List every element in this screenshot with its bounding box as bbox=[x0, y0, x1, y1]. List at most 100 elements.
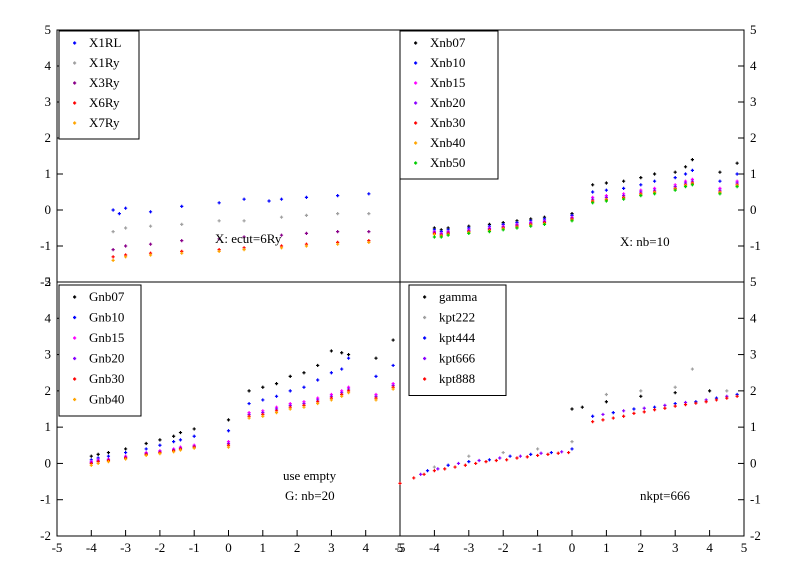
series-Gnb40 bbox=[89, 387, 395, 467]
legend-marker bbox=[414, 161, 418, 165]
series-Xnb50 bbox=[432, 183, 739, 239]
data-point bbox=[226, 445, 231, 449]
series-Xnb30 bbox=[432, 181, 739, 237]
data-point bbox=[367, 230, 371, 234]
y-tick-label: 1 bbox=[750, 419, 757, 434]
legend-label: Xnb15 bbox=[430, 75, 465, 90]
data-point bbox=[329, 371, 333, 375]
data-point bbox=[226, 418, 231, 422]
data-point bbox=[374, 374, 378, 378]
data-point bbox=[622, 409, 626, 413]
data-point bbox=[178, 430, 183, 435]
y-tick-label: 0 bbox=[45, 455, 52, 470]
x-tick-label: 0 bbox=[569, 540, 576, 555]
data-point bbox=[694, 401, 698, 405]
legend-box bbox=[58, 30, 140, 140]
data-point bbox=[158, 452, 162, 456]
series-Xnb20 bbox=[432, 179, 739, 236]
y-axis-ticks: -2 -1 0 1 2 3 4 5 bbox=[738, 274, 761, 543]
y-tick-label: 1 bbox=[45, 419, 52, 434]
legend-label: Xnb20 bbox=[430, 95, 465, 110]
legend-label: X1Ry bbox=[89, 55, 120, 70]
y-tick-label: 5 bbox=[750, 22, 757, 37]
data-point bbox=[673, 391, 677, 395]
legend-marker bbox=[423, 336, 427, 340]
data-point bbox=[591, 190, 595, 194]
data-point bbox=[432, 235, 436, 239]
data-point bbox=[178, 438, 183, 442]
data-point bbox=[117, 212, 121, 216]
data-point bbox=[111, 258, 115, 262]
data-point bbox=[632, 411, 636, 415]
data-point bbox=[124, 255, 128, 259]
data-point bbox=[106, 454, 111, 458]
data-point bbox=[148, 224, 153, 228]
y-tick-label: -2 bbox=[40, 528, 51, 543]
y-tick-label: 0 bbox=[45, 202, 52, 217]
data-point bbox=[336, 242, 340, 246]
data-point bbox=[718, 192, 722, 196]
x-tick-label: 4 bbox=[362, 540, 369, 555]
data-point bbox=[642, 406, 646, 410]
x-tick-label: 5 bbox=[741, 540, 748, 555]
y-axis-ticks: -1 0 1 2 3 4 5 bbox=[738, 22, 761, 253]
data-point bbox=[261, 398, 265, 402]
legend-marker bbox=[423, 356, 427, 361]
data-point bbox=[96, 452, 100, 456]
data-point bbox=[217, 249, 221, 253]
data-point bbox=[456, 461, 461, 466]
x-tick-label: -5 bbox=[395, 540, 406, 555]
legend: X1RL X1Ry X3Ry X6Ry X7Ry bbox=[58, 30, 140, 140]
legend-marker bbox=[73, 336, 77, 340]
data-point bbox=[591, 414, 595, 418]
legend: gamma kpt222 kpt444 kpt666 kpt888 bbox=[408, 284, 507, 396]
data-point bbox=[316, 378, 320, 382]
x-tick-label: -2 bbox=[498, 540, 509, 555]
legend-label: Gnb20 bbox=[89, 351, 124, 366]
data-point bbox=[422, 472, 426, 476]
data-point bbox=[529, 452, 533, 456]
data-point bbox=[274, 411, 279, 415]
y-tick-label: 3 bbox=[45, 347, 52, 362]
legend-label: kpt666 bbox=[439, 351, 476, 366]
legend-box bbox=[399, 30, 499, 180]
y-tick-label: -1 bbox=[40, 238, 51, 253]
data-point bbox=[515, 456, 519, 460]
x-tick-label: 5 bbox=[397, 540, 404, 555]
legend-marker bbox=[414, 141, 418, 145]
data-point bbox=[158, 443, 162, 447]
data-point bbox=[467, 454, 471, 458]
data-point bbox=[604, 400, 608, 404]
data-point bbox=[172, 440, 176, 444]
legend-marker bbox=[414, 41, 418, 45]
data-point bbox=[525, 455, 529, 459]
annotation: use empty bbox=[283, 468, 337, 483]
data-point bbox=[217, 219, 221, 223]
data-point bbox=[367, 192, 371, 196]
data-point bbox=[242, 197, 246, 201]
data-point bbox=[148, 253, 153, 257]
data-point bbox=[96, 461, 100, 466]
legend-marker bbox=[414, 121, 418, 125]
data-point bbox=[501, 228, 505, 232]
data-point bbox=[316, 363, 320, 368]
legend-marker bbox=[73, 81, 77, 85]
panel-top-left: -2 -1 0 1 2 3 4 5 X1RL X1Ry X3Ry X6Ry X7Ry X: ecut=6R… bbox=[40, 22, 401, 289]
x-axis-ticks: -5 -4 -3 -2 -1 0 1 2 3 4 5 bbox=[52, 530, 404, 555]
legend-label: kpt444 bbox=[439, 330, 476, 345]
legend-marker bbox=[73, 397, 77, 402]
data-point bbox=[302, 405, 306, 409]
data-point bbox=[604, 392, 608, 397]
data-point bbox=[111, 230, 115, 234]
x-tick-label: 1 bbox=[260, 540, 267, 555]
x-tick-label: 3 bbox=[672, 540, 679, 555]
series-kpt444 bbox=[425, 392, 739, 473]
data-point bbox=[124, 206, 128, 210]
legend-label: X3Ry bbox=[89, 75, 120, 90]
data-point bbox=[484, 460, 488, 464]
data-point bbox=[124, 457, 128, 461]
data-point bbox=[302, 385, 306, 389]
series-Xnb10 bbox=[432, 168, 739, 234]
data-point bbox=[111, 255, 115, 259]
data-point bbox=[505, 458, 509, 462]
